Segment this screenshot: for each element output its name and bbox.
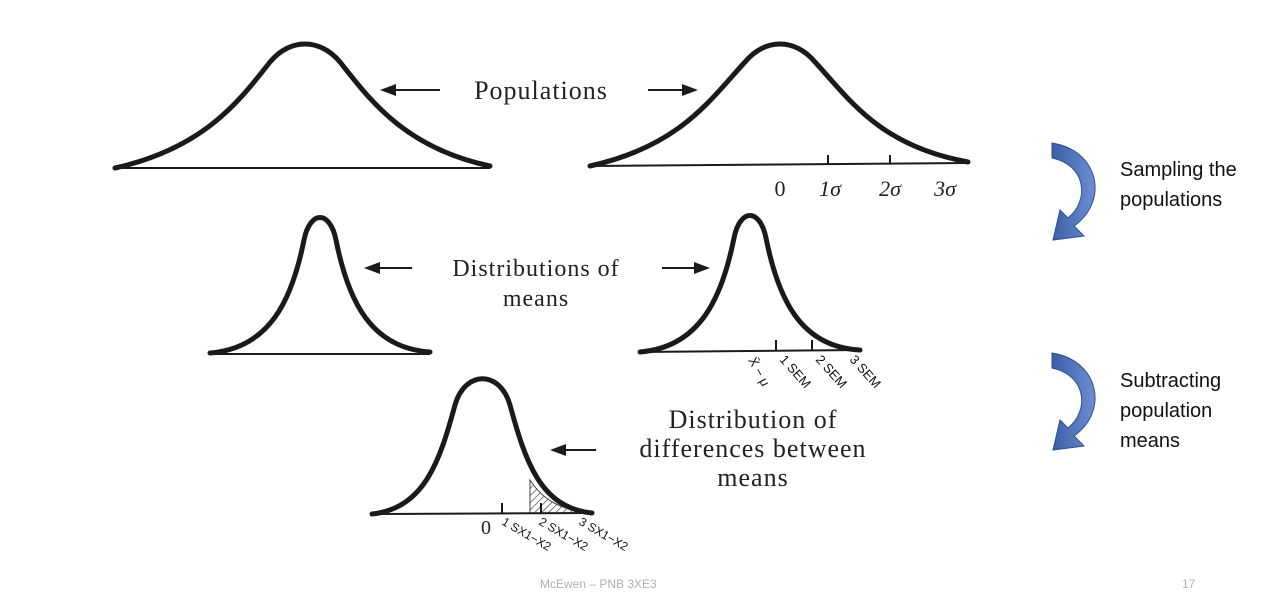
population-left <box>112 41 493 171</box>
step-label-subtracting: Subtracting population means <box>1120 366 1221 456</box>
step-label-sampling: Sampling the populations <box>1120 155 1237 215</box>
axis-tick-label: 1σ <box>819 176 842 201</box>
curved-arrow-icon <box>1051 142 1096 241</box>
page-number: 17 <box>1182 577 1196 591</box>
means-label-group: Distributions of means <box>364 256 710 312</box>
axis-origin-label: X̄ − μ <box>745 354 773 388</box>
differences-label-line1: Distribution of <box>669 405 838 434</box>
axis-tick-label: 3 SEM <box>847 352 884 391</box>
curved-arrow-icon <box>1051 352 1096 451</box>
axis-tick-label: 2 SEM <box>813 352 850 391</box>
step-label-line: populations <box>1120 189 1223 211</box>
footer-author: McEwen – PNB 3XE3 <box>540 577 657 591</box>
populations-label-group: Populations <box>380 76 698 105</box>
step-label-line: population <box>1120 400 1213 422</box>
means-distribution-right <box>637 213 863 355</box>
population-axis-labels: 0 1σ 2σ 3σ <box>775 176 958 201</box>
differences-distribution <box>369 376 595 517</box>
axis-tick-label: 3σ <box>933 176 957 201</box>
differences-label-line3: means <box>717 463 788 492</box>
means-distribution-left <box>207 215 433 356</box>
axis-zero-label: 0 <box>481 517 491 539</box>
step-label-line: means <box>1120 430 1181 452</box>
axis-tick-label: 2σ <box>879 176 902 201</box>
means-axis-labels: X̄ − μ 1 SEM 2 SEM 3 SEM <box>745 352 884 391</box>
differences-label-group: Distribution of differences between mean… <box>550 405 866 492</box>
populations-label: Populations <box>474 76 608 105</box>
differences-label-line2: differences between <box>639 434 866 463</box>
means-label-line2: means <box>503 286 569 312</box>
axis-zero-label: 0 <box>775 176 786 201</box>
step-label-line: Sampling the <box>1120 159 1237 181</box>
step-label-line: Subtracting <box>1120 370 1222 392</box>
differences-axis-labels: 0 1 SX1−X2 2 SX1−X2 3 SX1−X2 <box>481 514 631 553</box>
axis-tick-label: 1 SEM <box>777 352 814 391</box>
population-right <box>587 41 971 169</box>
means-label-line1: Distributions of <box>452 256 619 282</box>
